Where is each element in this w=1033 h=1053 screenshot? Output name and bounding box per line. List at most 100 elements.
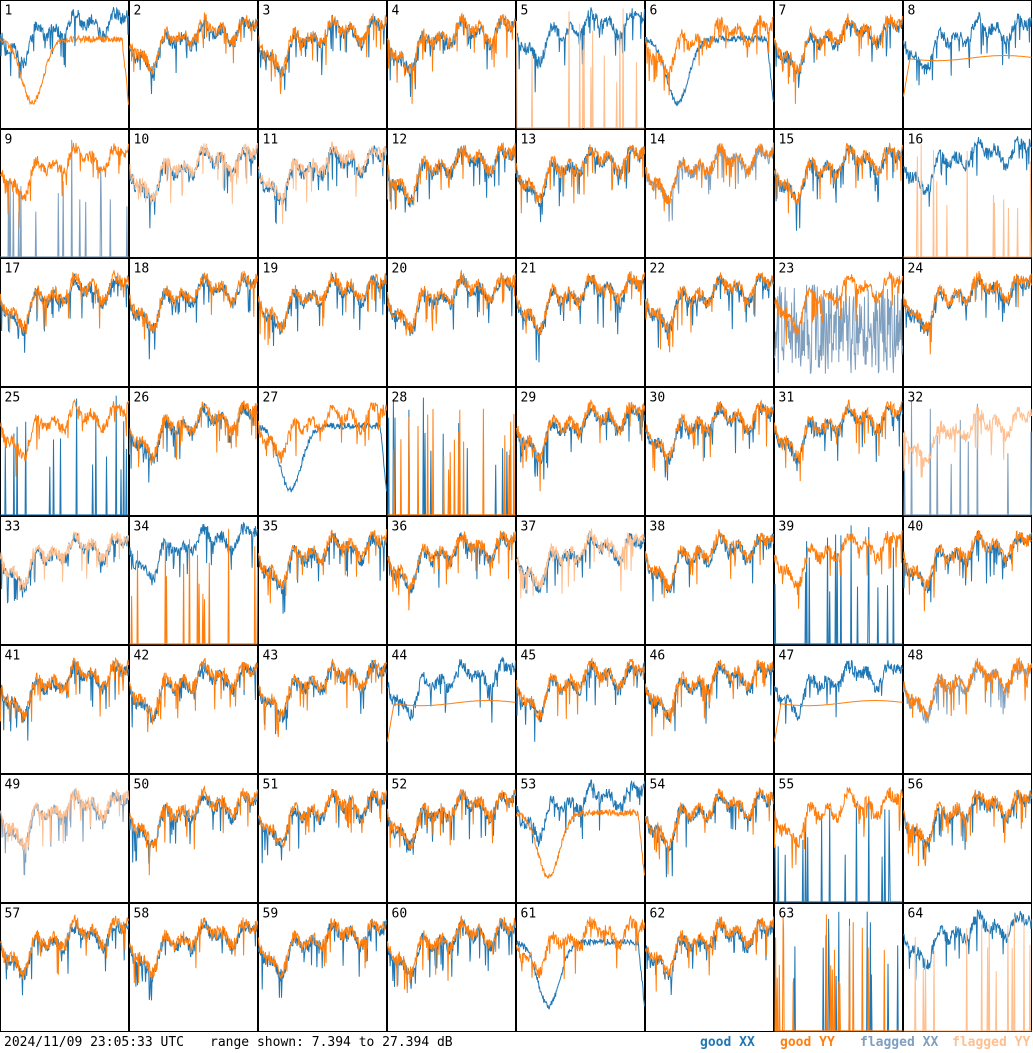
yy-series-line <box>645 658 774 737</box>
yy-series-line <box>258 141 387 225</box>
yy-series-line <box>645 272 774 353</box>
panel-label: 32 <box>908 391 924 406</box>
xx-series-line <box>129 521 258 586</box>
panel-label: 51 <box>263 778 279 793</box>
panel-5: 5 <box>516 0 645 129</box>
panel-frame <box>903 258 1032 387</box>
panel-6: 6 <box>645 0 774 129</box>
yy-series-line <box>516 528 645 599</box>
panel-label: 36 <box>392 520 408 535</box>
yy-series-line <box>774 142 903 214</box>
panel-63: 63 <box>774 903 903 1032</box>
xx-series-line <box>258 659 387 735</box>
panel-label: 3 <box>263 4 271 19</box>
panel-37: 37 <box>516 516 645 645</box>
panel-10: 10 <box>129 129 258 258</box>
timestamp: 2024/11/09 23:05:33 UTC <box>4 1035 185 1050</box>
yy-series-line <box>903 55 1032 97</box>
panel-label: 14 <box>650 133 666 148</box>
panel-38: 38 <box>645 516 774 645</box>
yy-series-line <box>387 142 516 210</box>
panel-26: 26 <box>129 387 258 516</box>
panel-11: 11 <box>258 129 387 258</box>
yy-series-line <box>387 700 516 742</box>
yy-series-line <box>387 268 516 336</box>
panel-label: 42 <box>134 649 150 664</box>
panel-label: 52 <box>392 778 408 793</box>
panel-2: 2 <box>129 0 258 129</box>
panel-13: 13 <box>516 129 645 258</box>
yy-series-line <box>516 656 645 721</box>
yy-series-line <box>258 13 387 94</box>
panel-frame <box>387 516 516 645</box>
panel-label: 24 <box>908 262 924 277</box>
panel-label: 7 <box>779 4 787 19</box>
panel-56: 56 <box>903 774 1032 903</box>
panel-label: 34 <box>134 520 150 535</box>
panel-frame <box>645 645 774 774</box>
yy-series-line <box>129 917 258 984</box>
yy-series-line <box>258 918 387 980</box>
yy-series-line <box>387 408 516 516</box>
yy-series-line <box>0 398 129 477</box>
yy-series-line <box>903 144 1032 258</box>
xx-series-line <box>774 284 903 375</box>
panel-59: 59 <box>258 903 387 1032</box>
xx-series-line <box>387 789 516 855</box>
panel-label: 43 <box>263 649 279 664</box>
yy-series-line <box>645 15 774 96</box>
panel-58: 58 <box>129 903 258 1032</box>
xx-series-line <box>516 779 645 847</box>
xx-series-line <box>774 15 903 88</box>
panel-31: 31 <box>774 387 903 516</box>
panel-frame <box>903 516 1032 645</box>
panel-23: 23 <box>774 258 903 387</box>
panel-frame <box>129 129 258 258</box>
yy-series-line <box>645 399 774 473</box>
panel-27: 27 <box>258 387 387 516</box>
panel-frame <box>387 645 516 774</box>
panel-label: 23 <box>779 262 795 277</box>
panel-42: 42 <box>129 645 258 774</box>
panel-14: 14 <box>645 129 774 258</box>
panel-33: 33 <box>0 516 129 645</box>
panel-40: 40 <box>903 516 1032 645</box>
yy-series-line <box>0 269 129 335</box>
panel-label: 55 <box>779 778 795 793</box>
panel-1: 1 <box>0 0 129 129</box>
panel-label: 62 <box>650 907 666 922</box>
xx-series-line <box>516 660 645 742</box>
panel-30: 30 <box>645 387 774 516</box>
panel-label: 39 <box>779 520 795 535</box>
yy-series-line <box>774 700 903 742</box>
panel-20: 20 <box>387 258 516 387</box>
panel-label: 40 <box>908 520 924 535</box>
panel-46: 46 <box>645 645 774 774</box>
panel-21: 21 <box>516 258 645 387</box>
panel-label: 54 <box>650 778 666 793</box>
panel-25: 25 <box>0 387 129 516</box>
yy-series-line <box>774 271 903 345</box>
legend-good-xx: good XX <box>700 1035 755 1050</box>
panel-51: 51 <box>258 774 387 903</box>
yy-series-line <box>129 657 258 733</box>
panel-45: 45 <box>516 645 645 774</box>
panel-4: 4 <box>387 0 516 129</box>
yy-series-line <box>129 785 258 876</box>
yy-series-line <box>258 271 387 346</box>
yy-series-line <box>774 530 903 609</box>
xx-series-line <box>0 139 129 258</box>
yy-series-line <box>516 914 645 980</box>
panel-label: 47 <box>779 649 795 664</box>
panel-label: 10 <box>134 133 150 148</box>
yy-series-line <box>129 270 258 340</box>
panel-41: 41 <box>0 645 129 774</box>
yy-series-line <box>387 530 516 611</box>
panel-frame <box>774 387 903 516</box>
panel-label: 28 <box>392 391 408 406</box>
panel-frame <box>516 774 645 903</box>
legend-flagged-xx: flagged XX <box>860 1035 939 1050</box>
panel-label: 25 <box>5 391 21 406</box>
yy-series-line <box>0 913 129 979</box>
